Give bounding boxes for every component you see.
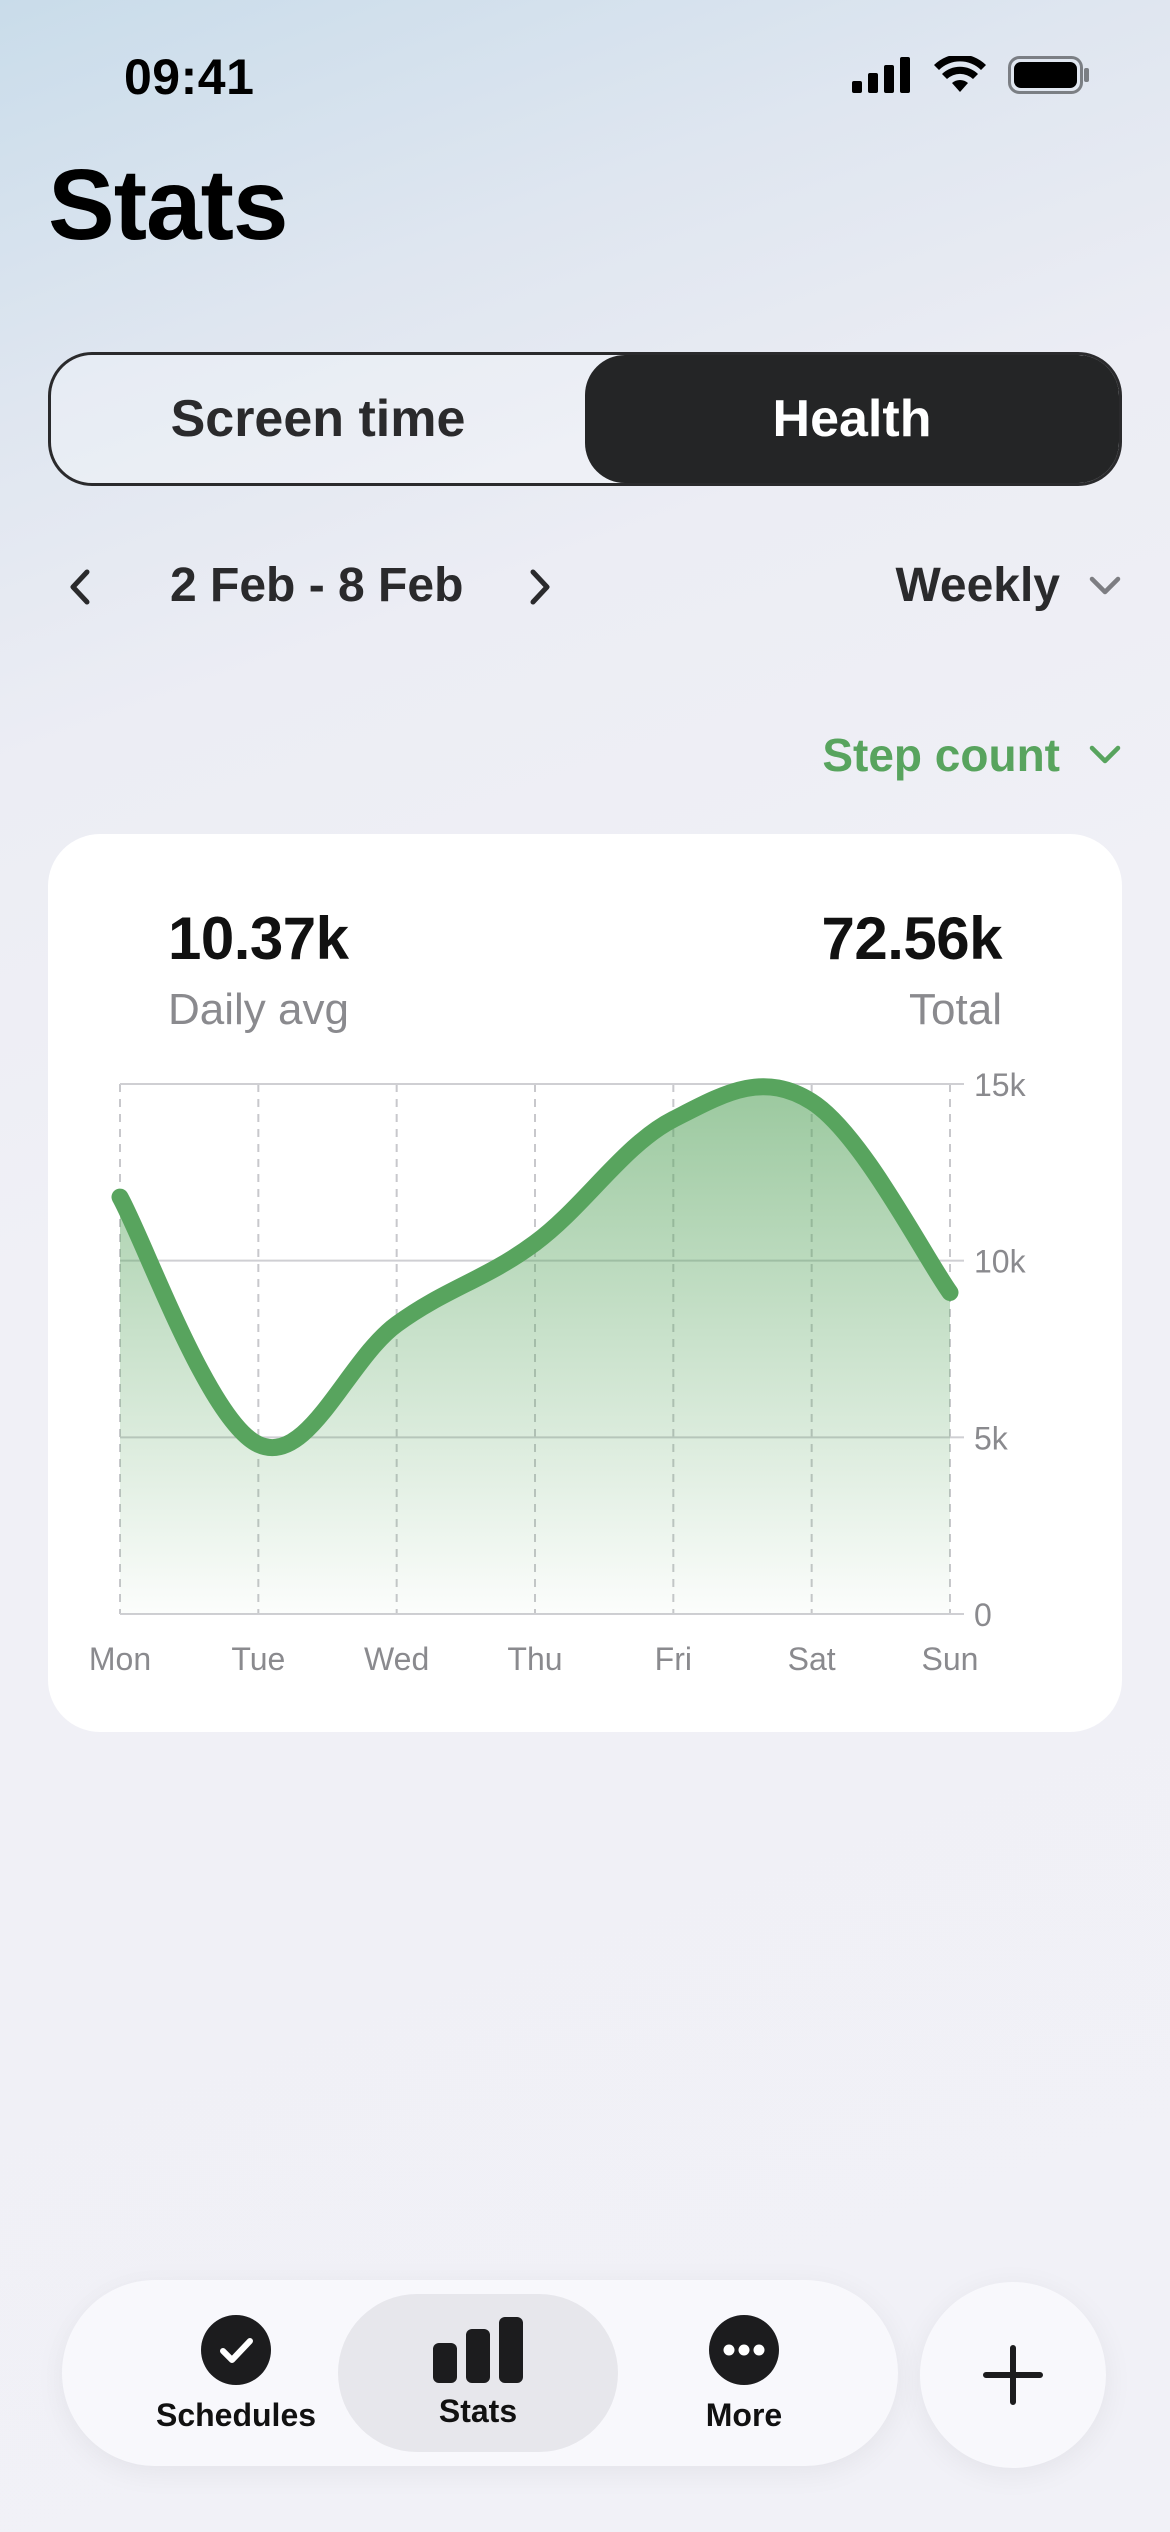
- data-point: [811, 1101, 813, 1103]
- chart-line: [111, 1078, 959, 1456]
- chevron-left-icon[interactable]: [68, 568, 92, 606]
- period-label: Weekly: [895, 559, 1060, 612]
- total-label: Total: [909, 985, 1002, 1034]
- chevron-down-icon: [1089, 576, 1121, 594]
- bar-chart-icon: [433, 2316, 523, 2383]
- data-point: [672, 1118, 674, 1120]
- data-point: [396, 1323, 398, 1325]
- daily-average: 10.37k Daily avg: [168, 904, 349, 1035]
- tab-stats-label: Stats: [438, 2392, 518, 2429]
- tab-schedules[interactable]: Schedules: [96, 2294, 376, 2452]
- status-bar: 09:41: [0, 0, 1170, 150]
- daily-average-value: 10.37k: [168, 905, 349, 972]
- data-point: [534, 1242, 536, 1244]
- y-tick-label: 0: [974, 1597, 992, 1633]
- x-tick-label: Sat: [788, 1641, 836, 1677]
- chevron-down-icon: [1089, 745, 1121, 764]
- tab-more[interactable]: More: [604, 2294, 884, 2452]
- tab-more-label: More: [705, 2396, 783, 2433]
- total-value: 72.56k: [821, 905, 1002, 972]
- page-title: Stats: [48, 149, 289, 261]
- y-tick-label: 5k: [974, 1420, 1009, 1456]
- metric-dropdown[interactable]: Step count: [822, 728, 1122, 782]
- data-point: [119, 1196, 121, 1198]
- wifi-icon: [934, 56, 986, 92]
- cellular-signal-icon: [852, 57, 910, 93]
- total: 72.56k Total: [821, 904, 1002, 1035]
- segment-screen-time[interactable]: Screen time: [170, 390, 466, 448]
- checkmark-circle-icon: [201, 2314, 271, 2385]
- plus-icon: [983, 2345, 1043, 2405]
- tab-schedules-label: Schedules: [155, 2396, 317, 2433]
- date-navigation: 2 Feb - 8 Feb Weekly: [48, 540, 1122, 630]
- chart-area-fill: [120, 1086, 950, 1614]
- step-count-chart: Mon Tue Wed Thu Fri Sat Sun 0 5k 10k 15k: [89, 1067, 1027, 1677]
- stats-card: 10.37k Daily avg 72.56k Total Mon Tue Wed T…: [48, 834, 1122, 1732]
- battery-icon: [1008, 56, 1089, 94]
- status-icons: [852, 56, 1090, 94]
- tab-stats[interactable]: Stats: [338, 2294, 618, 2452]
- x-tick-label: Tue: [231, 1641, 285, 1677]
- ellipsis-circle-icon: [709, 2314, 779, 2385]
- y-tick-label: 10k: [974, 1244, 1027, 1280]
- x-tick-label: Thu: [507, 1641, 562, 1677]
- data-point: [257, 1443, 259, 1445]
- add-button[interactable]: [920, 2282, 1106, 2468]
- y-tick-label: 15k: [974, 1067, 1027, 1103]
- x-tick-label: Mon: [89, 1641, 151, 1677]
- data-point: [949, 1291, 951, 1293]
- daily-average-label: Daily avg: [168, 985, 349, 1034]
- metric-label: Step count: [822, 729, 1060, 781]
- date-range-label: 2 Feb - 8 Feb: [170, 559, 464, 612]
- period-dropdown[interactable]: Weekly: [895, 558, 1122, 613]
- x-tick-label: Fri: [655, 1641, 692, 1677]
- stats-type-segmented-control: Screen time Health: [48, 352, 1122, 486]
- segment-health[interactable]: Health: [585, 355, 1119, 483]
- x-tick-label: Wed: [364, 1641, 429, 1677]
- status-time: 09:41: [124, 49, 255, 105]
- tab-bar: Schedules Stats More: [62, 2280, 898, 2466]
- x-tick-label: Sun: [922, 1641, 979, 1677]
- chevron-right-icon[interactable]: [528, 568, 552, 606]
